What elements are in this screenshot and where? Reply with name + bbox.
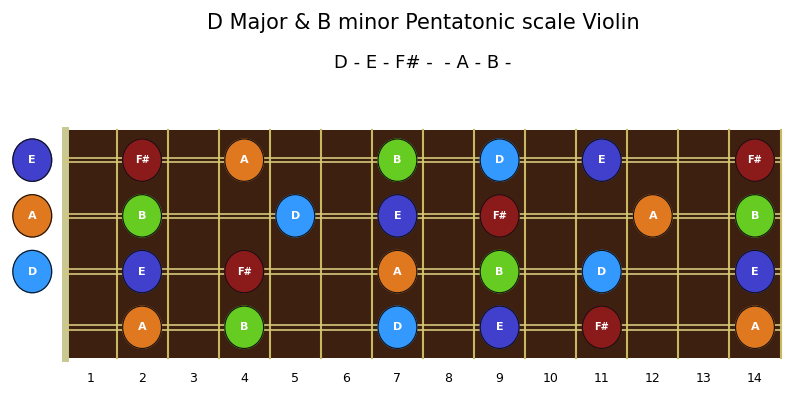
Circle shape: [480, 306, 519, 349]
Text: E: E: [138, 266, 146, 276]
Circle shape: [122, 195, 162, 237]
Text: 10: 10: [542, 372, 558, 385]
Text: 4: 4: [240, 372, 248, 385]
Circle shape: [480, 139, 519, 181]
Text: F#: F#: [134, 155, 150, 165]
Text: 9: 9: [496, 372, 503, 385]
Text: E: E: [394, 211, 402, 221]
Circle shape: [225, 306, 264, 349]
Circle shape: [122, 139, 162, 181]
Circle shape: [13, 250, 52, 293]
Text: D: D: [290, 211, 300, 221]
Text: B: B: [138, 211, 146, 221]
Circle shape: [276, 195, 314, 237]
Text: 7: 7: [394, 372, 402, 385]
Circle shape: [735, 195, 774, 237]
Circle shape: [582, 139, 621, 181]
Text: A: A: [649, 211, 657, 221]
Text: A: A: [138, 322, 146, 332]
Text: D: D: [597, 266, 606, 276]
Text: F#: F#: [492, 211, 507, 221]
Text: A: A: [393, 266, 402, 276]
Text: E: E: [598, 155, 606, 165]
Circle shape: [582, 250, 621, 293]
Circle shape: [225, 139, 264, 181]
Text: 1: 1: [87, 372, 95, 385]
Circle shape: [480, 250, 519, 293]
Text: F#: F#: [237, 266, 251, 276]
Text: 14: 14: [747, 372, 763, 385]
Circle shape: [122, 306, 162, 349]
Text: 2: 2: [138, 372, 146, 385]
Text: 11: 11: [594, 372, 610, 385]
Text: F#: F#: [747, 155, 762, 165]
Text: 6: 6: [342, 372, 350, 385]
Circle shape: [225, 250, 264, 293]
Text: 3: 3: [190, 372, 197, 385]
Text: D: D: [393, 322, 402, 332]
Text: D: D: [28, 266, 37, 276]
Text: B: B: [240, 322, 249, 332]
Text: A: A: [750, 322, 759, 332]
Circle shape: [480, 195, 519, 237]
Circle shape: [13, 195, 52, 237]
Text: 13: 13: [696, 372, 712, 385]
Text: 8: 8: [445, 372, 453, 385]
Circle shape: [735, 306, 774, 349]
Text: A: A: [28, 211, 37, 221]
Circle shape: [582, 306, 621, 349]
Circle shape: [122, 250, 162, 293]
Circle shape: [378, 139, 417, 181]
Text: E: E: [29, 155, 36, 165]
Circle shape: [13, 139, 52, 181]
Circle shape: [634, 195, 672, 237]
Text: D Major & B minor Pentatonic scale Violin: D Major & B minor Pentatonic scale Violi…: [206, 12, 639, 32]
FancyBboxPatch shape: [66, 129, 781, 358]
Circle shape: [735, 139, 774, 181]
Text: 12: 12: [645, 372, 661, 385]
Circle shape: [378, 250, 417, 293]
Text: A: A: [240, 155, 249, 165]
Text: E: E: [496, 322, 503, 332]
Text: F#: F#: [594, 322, 609, 332]
Circle shape: [735, 250, 774, 293]
Text: D - E - F# -  - A - B -: D - E - F# - - A - B -: [334, 54, 512, 72]
Text: B: B: [394, 155, 402, 165]
Text: E: E: [751, 266, 758, 276]
Circle shape: [378, 306, 417, 349]
Text: B: B: [495, 266, 504, 276]
Text: B: B: [750, 211, 759, 221]
Circle shape: [378, 195, 417, 237]
Text: D: D: [495, 155, 504, 165]
Text: 5: 5: [291, 372, 299, 385]
